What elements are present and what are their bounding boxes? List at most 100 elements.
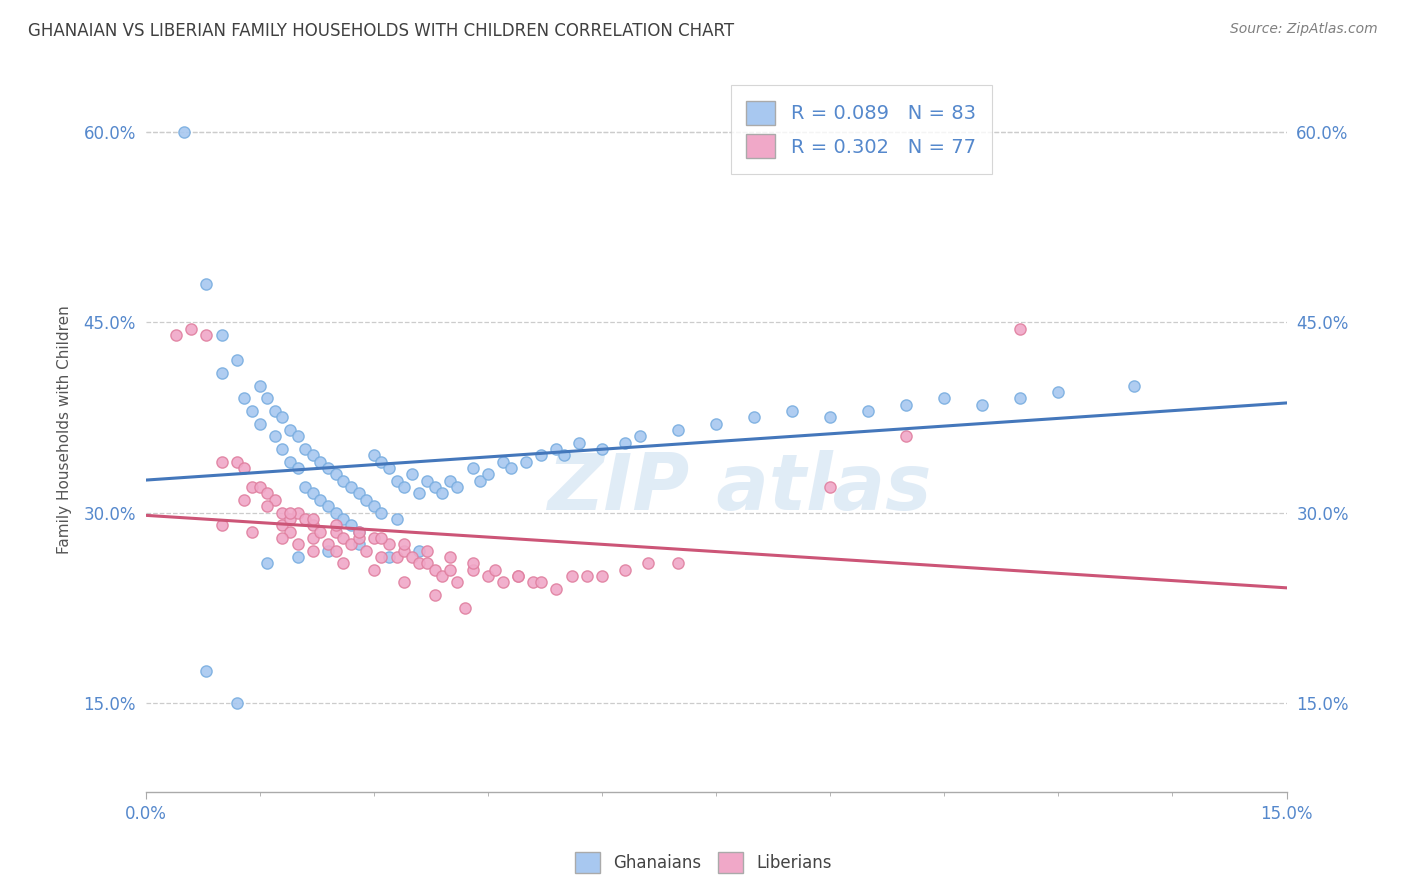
Point	[309, 492, 332, 507]
Point	[211, 366, 233, 380]
Point	[287, 537, 309, 551]
Point	[934, 392, 956, 406]
Point	[508, 569, 530, 583]
Point	[553, 449, 575, 463]
Point	[302, 449, 325, 463]
Point	[211, 518, 233, 533]
Point	[613, 563, 636, 577]
Point	[423, 588, 446, 602]
Point	[211, 327, 233, 342]
Point	[340, 537, 363, 551]
Point	[332, 512, 354, 526]
Point	[363, 499, 385, 513]
Point	[370, 506, 392, 520]
Point	[332, 531, 354, 545]
Point	[591, 442, 613, 456]
Point	[515, 455, 537, 469]
Point	[173, 125, 195, 139]
Point	[378, 549, 401, 564]
Point	[637, 556, 659, 570]
Point	[302, 531, 325, 545]
Text: GHANAIAN VS LIBERIAN FAMILY HOUSEHOLDS WITH CHILDREN CORRELATION CHART: GHANAIAN VS LIBERIAN FAMILY HOUSEHOLDS W…	[28, 22, 734, 40]
Point	[666, 423, 689, 437]
Point	[256, 556, 278, 570]
Point	[195, 277, 218, 292]
Point	[316, 537, 339, 551]
Point	[385, 512, 408, 526]
Point	[818, 410, 841, 425]
Point	[591, 569, 613, 583]
Point	[856, 404, 879, 418]
Point	[278, 512, 301, 526]
Point	[347, 537, 370, 551]
Point	[249, 480, 271, 494]
Point	[271, 506, 294, 520]
Point	[613, 435, 636, 450]
Point	[385, 474, 408, 488]
Point	[263, 492, 285, 507]
Point	[972, 398, 994, 412]
Point	[432, 486, 454, 500]
Point	[401, 549, 423, 564]
Point	[233, 392, 256, 406]
Point	[249, 417, 271, 431]
Point	[363, 563, 385, 577]
Point	[704, 417, 727, 431]
Point	[240, 480, 263, 494]
Point	[1123, 378, 1146, 392]
Point	[408, 556, 430, 570]
Point	[530, 449, 553, 463]
Point	[278, 423, 301, 437]
Point	[263, 429, 285, 443]
Point	[271, 410, 294, 425]
Point	[461, 461, 484, 475]
Point	[408, 486, 430, 500]
Point	[416, 543, 439, 558]
Point	[325, 543, 347, 558]
Point	[1047, 384, 1070, 399]
Point	[347, 486, 370, 500]
Y-axis label: Family Households with Children: Family Households with Children	[58, 306, 72, 555]
Text: ZIP atlas: ZIP atlas	[547, 450, 931, 526]
Point	[347, 524, 370, 539]
Point	[325, 506, 347, 520]
Point	[302, 486, 325, 500]
Point	[461, 563, 484, 577]
Point	[499, 461, 522, 475]
Point	[271, 442, 294, 456]
Point	[546, 442, 568, 456]
Point	[287, 506, 309, 520]
Point	[256, 392, 278, 406]
Point	[278, 506, 301, 520]
Point	[180, 321, 202, 335]
Point	[340, 480, 363, 494]
Point	[385, 549, 408, 564]
Point	[240, 404, 263, 418]
Point	[325, 524, 347, 539]
Point	[423, 480, 446, 494]
Point	[416, 556, 439, 570]
Point	[225, 696, 247, 710]
Point	[225, 353, 247, 368]
Point	[302, 512, 325, 526]
Point	[508, 569, 530, 583]
Point	[484, 563, 506, 577]
Point	[628, 429, 651, 443]
Point	[340, 518, 363, 533]
Point	[408, 543, 430, 558]
Point	[287, 461, 309, 475]
Point	[325, 467, 347, 482]
Legend: Ghanaians, Liberians: Ghanaians, Liberians	[568, 846, 838, 880]
Point	[294, 512, 316, 526]
Point	[354, 492, 377, 507]
Point	[416, 474, 439, 488]
Point	[233, 492, 256, 507]
Point	[370, 455, 392, 469]
Point	[278, 455, 301, 469]
Point	[370, 549, 392, 564]
Point	[446, 575, 468, 590]
Point	[477, 467, 499, 482]
Point	[294, 480, 316, 494]
Point	[363, 449, 385, 463]
Point	[780, 404, 803, 418]
